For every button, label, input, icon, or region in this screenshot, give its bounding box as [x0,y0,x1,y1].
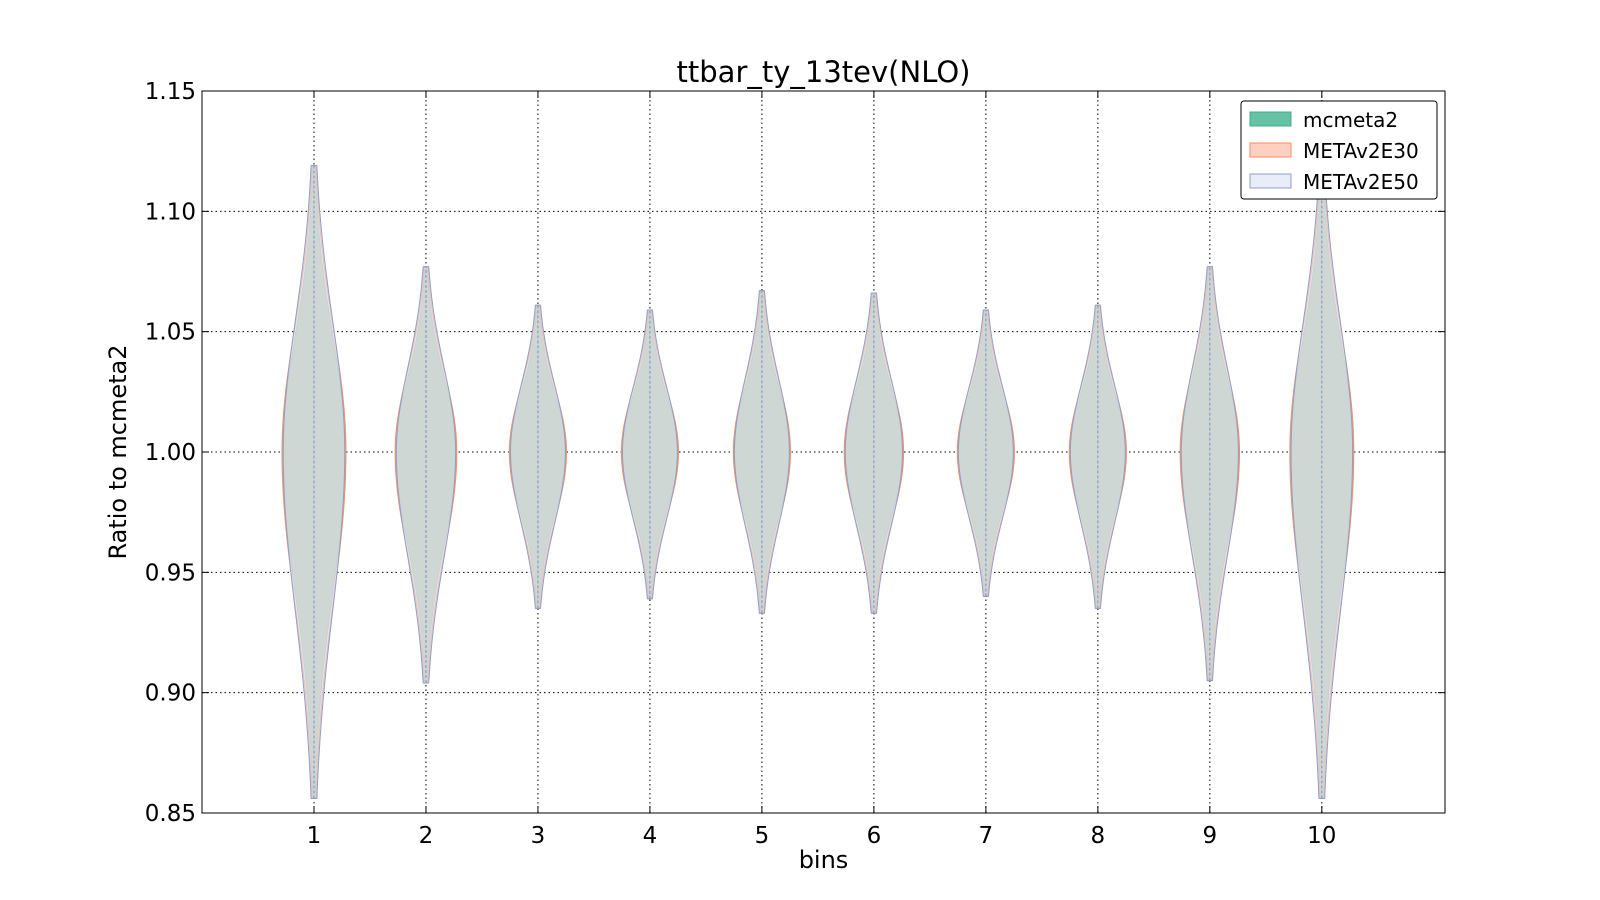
x-tick-label: 4 [643,823,658,849]
x-axis-label: bins [799,846,849,874]
y-tick-label: 1.00 [145,440,196,466]
legend-label: mcmeta2 [1303,108,1398,132]
y-tick-label: 1.05 [145,320,196,346]
violin-bin-4-METAv2E50 [621,309,678,600]
chart-title: ttbar_ty_13tev(NLO) [677,55,971,89]
y-tick-label: 0.90 [145,681,196,707]
x-tick-label: 6 [867,823,882,849]
legend-swatch [1249,173,1292,189]
y-tick-label: 1.10 [145,199,196,225]
y-tick-label: 0.85 [145,801,196,827]
x-tick-label: 8 [1091,823,1106,849]
legend: mcmeta2 METAv2E30 METAv2E50 [1240,100,1438,200]
x-tick-label: 1 [307,823,322,849]
y-tick-label: 1.15 [145,79,196,105]
x-tick-label: 5 [755,823,770,849]
axis-ticks: 0.85 0.90 0.95 1.00 1.05 1.10 1.15 1 2 3 4 5 6 7 8 9 10 [145,79,1445,849]
y-tick-label: 0.95 [145,560,196,586]
violins [281,165,1355,800]
legend-swatch [1249,142,1292,158]
violin-bin-7-METAv2E50 [957,309,1014,597]
legend-label: METAv2E30 [1303,139,1419,163]
x-tick-label: 10 [1307,823,1336,849]
violin-bin-2-METAv2E50 [395,266,457,684]
x-tick-label: 2 [419,823,434,849]
x-tick-label: 3 [531,823,546,849]
x-tick-label: 7 [979,823,994,849]
x-tick-label: 9 [1203,823,1218,849]
legend-swatch [1249,111,1292,127]
legend-label: METAv2E50 [1303,170,1419,194]
y-axis-label: Ratio to mcmeta2 [104,344,132,559]
